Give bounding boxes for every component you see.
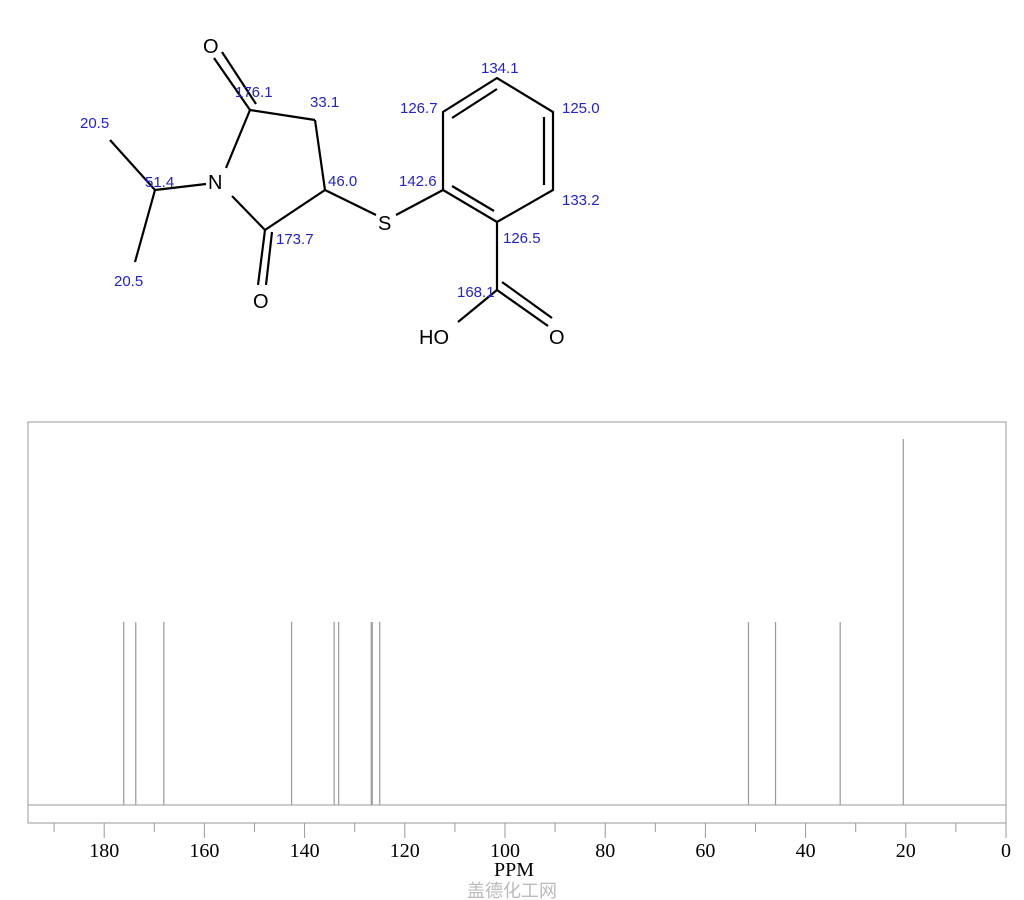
x-axis-label: PPM <box>494 859 534 881</box>
shift-label: 142.6 <box>399 173 437 190</box>
shift-label: 173.7 <box>276 231 314 248</box>
tick-label: 140 <box>290 840 320 862</box>
tick-label: 180 <box>89 840 119 862</box>
tick-label: 60 <box>695 840 715 862</box>
shift-labels: 176.1 33.1 46.0 173.7 51.4 20.5 20.5 142… <box>80 60 600 301</box>
shift-label: 46.0 <box>328 173 357 190</box>
watermark: 盖德化工网 <box>467 881 557 900</box>
shift-label: 134.1 <box>481 60 519 77</box>
shift-label: 168.1 <box>457 284 495 301</box>
shift-label: 51.4 <box>145 174 174 191</box>
spectrum-plot: 180 160 140 120 100 80 60 40 20 0 PPM 盖德… <box>27 421 1011 900</box>
shift-label: 176.1 <box>235 84 273 101</box>
tick-label: 20 <box>896 840 916 862</box>
tick-label: 100 <box>490 840 520 862</box>
shift-label: 20.5 <box>114 273 143 290</box>
shift-label: 33.1 <box>310 94 339 111</box>
atom-n: N <box>208 172 222 194</box>
tick-label: 40 <box>796 840 816 862</box>
atom-o-top: O <box>203 36 219 58</box>
tick-label: 120 <box>390 840 420 862</box>
molecule-structure <box>109 51 555 327</box>
shift-label: 126.5 <box>503 230 541 247</box>
atom-labels: O N O S O HO <box>203 36 565 349</box>
shift-label: 133.2 <box>562 192 600 209</box>
atom-ho: HO <box>419 327 449 349</box>
plot-frame <box>27 421 1007 824</box>
tick-label: 0 <box>1001 840 1011 862</box>
shift-label: 125.0 <box>562 100 600 117</box>
shift-label: 20.5 <box>80 115 109 132</box>
tick-label: 160 <box>189 840 219 862</box>
tick-label: 80 <box>595 840 615 862</box>
atom-o-bottom: O <box>253 291 269 313</box>
shift-label: 126.7 <box>400 100 438 117</box>
atom-s: S <box>378 213 391 235</box>
atom-o-acid: O <box>549 327 565 349</box>
